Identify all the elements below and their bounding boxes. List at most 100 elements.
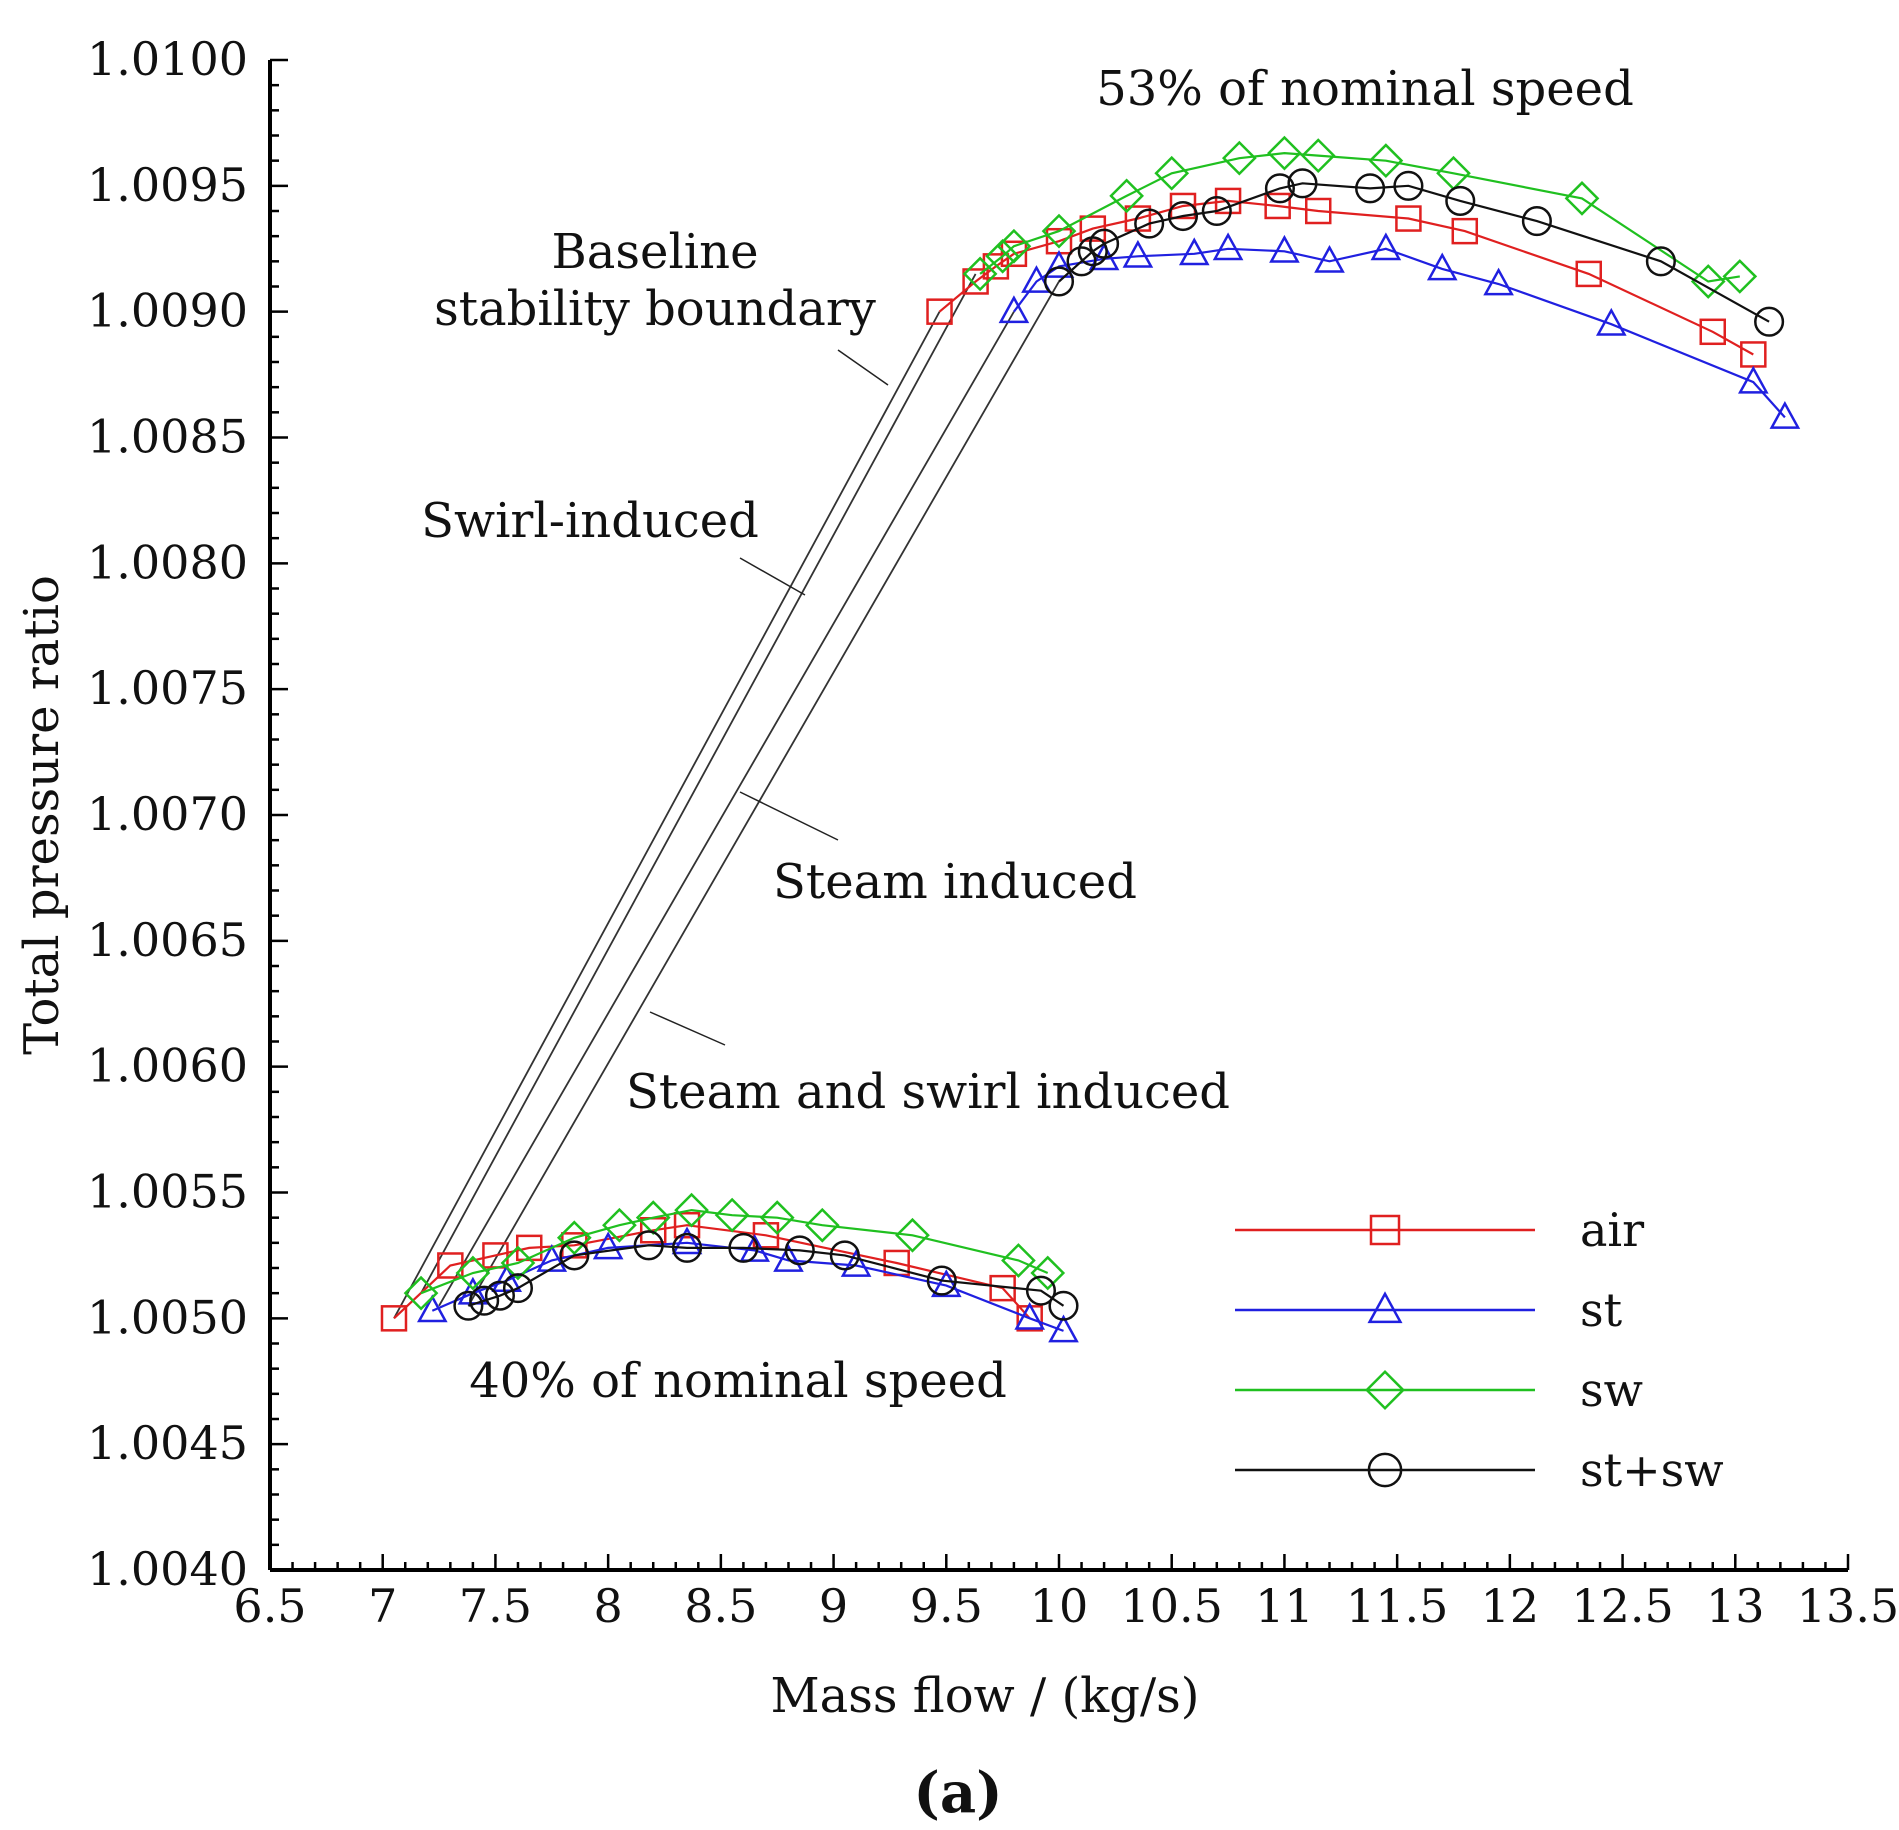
- data-point-sw: [1041, 213, 1077, 249]
- boundary-line: [420, 273, 977, 1294]
- data-point-st+sw: [1393, 170, 1424, 201]
- x-axis-title: Mass flow / (kg/s): [770, 1668, 1199, 1724]
- data-point-air: [1264, 192, 1291, 220]
- y-tick-label: 1.0090: [87, 284, 248, 338]
- data-point-air: [1304, 197, 1332, 225]
- pointer-swirl: [739, 557, 806, 596]
- y-tick-label: 1.0050: [87, 1290, 248, 1344]
- data-point-sw: [403, 1275, 439, 1311]
- data-point-st+sw: [829, 1240, 860, 1271]
- pointer-steam-swirl: [649, 1011, 726, 1046]
- data-point-sw: [1690, 264, 1726, 299]
- annotation-40-speed: 40% of nominal speed: [469, 1353, 1007, 1409]
- annotation-steam-swirl: Steam and swirl induced: [626, 1064, 1230, 1120]
- data-point-air: [561, 1232, 588, 1259]
- series-line-sw: [979, 151, 1740, 283]
- x-tick-label: 13: [1706, 1579, 1765, 1633]
- annotation-swirl: Swirl-induced: [421, 493, 759, 549]
- boundary-line: [393, 311, 941, 1319]
- annotation-pointers: [649, 349, 889, 1046]
- series: [380, 135, 1801, 1343]
- annotation-steam: Steam induced: [773, 854, 1137, 910]
- data-point-st+sw: [1264, 173, 1295, 204]
- data-point-sw: [1001, 1243, 1036, 1278]
- series-st+sw: [453, 168, 1785, 1321]
- data-point-st+sw: [1089, 228, 1120, 259]
- data-point-air: [380, 1305, 408, 1332]
- data-point-air: [1395, 205, 1422, 232]
- data-point-st+sw: [1645, 246, 1676, 277]
- annotation-53-speed: 53% of nominal speed: [1096, 61, 1634, 117]
- pointer-baseline: [837, 349, 889, 386]
- y-axis-title: Total pressure ratio: [14, 575, 70, 1055]
- data-point-st: [1212, 232, 1244, 261]
- data-point-sw: [996, 228, 1032, 264]
- x-tick-label: 10.5: [1121, 1579, 1223, 1633]
- x-tick-label: 8: [594, 1579, 623, 1633]
- data-point-st+sw: [453, 1290, 484, 1321]
- data-point-st+sw: [1355, 173, 1386, 204]
- data-point-sw: [556, 1220, 592, 1256]
- series-line-st+sw: [468, 1244, 1065, 1307]
- data-point-st+sw: [1201, 195, 1232, 227]
- data-point-st: [536, 1244, 568, 1272]
- data-point-st+sw: [1521, 206, 1552, 237]
- data-point-st: [1769, 400, 1801, 429]
- stability-boundary-lines: [393, 273, 1060, 1319]
- x-tick-label: 6.5: [233, 1579, 306, 1633]
- data-point-sw: [1154, 155, 1190, 191]
- data-point-st+sw: [728, 1232, 759, 1263]
- data-point-st: [998, 295, 1030, 324]
- data-point-st: [1269, 234, 1300, 263]
- series-line-st: [1013, 247, 1786, 419]
- data-point-st: [416, 1294, 448, 1323]
- data-point-air: [926, 298, 953, 325]
- legend-label: air: [1580, 1203, 1644, 1257]
- legend: air st sw st+sw: [1235, 1203, 1724, 1497]
- data-point-air: [1575, 260, 1603, 288]
- data-point-air: [1000, 240, 1028, 268]
- series-line-st+sw: [1058, 182, 1770, 323]
- data-point-st+sw: [469, 1285, 500, 1316]
- legend-label: st+sw: [1580, 1443, 1724, 1497]
- data-point-st+sw: [1754, 306, 1785, 337]
- legend-item-st: st: [1235, 1283, 1623, 1337]
- data-point-st+sw: [784, 1235, 815, 1266]
- data-point-st: [1738, 365, 1769, 394]
- data-point-sw: [674, 1192, 709, 1228]
- x-tick-label: 11: [1255, 1579, 1314, 1633]
- data-point-st+sw: [1043, 266, 1075, 297]
- data-point-st: [1370, 232, 1402, 261]
- x-tick-label: 8.5: [684, 1579, 757, 1633]
- y-tick-label: 1.0095: [87, 158, 248, 212]
- pointer-steam: [739, 791, 839, 841]
- data-point-st: [1021, 265, 1052, 293]
- x-tick-label: 7: [368, 1579, 397, 1633]
- data-point-st+sw: [1025, 1275, 1057, 1306]
- axis-ticks: 6.5 7 7.5 8 8.5 9 9.5 10 10.5 11 11.5 12 12.5 13 13.5 1…: [87, 32, 1899, 1633]
- data-point-sw: [804, 1207, 840, 1243]
- data-point-st+sw: [1066, 246, 1097, 277]
- y-tick-label: 1.0100: [87, 32, 248, 86]
- data-point-air: [437, 1252, 464, 1279]
- data-point-air: [1169, 192, 1197, 220]
- series-air: [380, 187, 1767, 1332]
- y-tick-label: 1.0065: [87, 913, 248, 967]
- series-line-sw: [420, 1208, 1049, 1295]
- annotation-baseline-line2: stability boundary: [434, 281, 876, 337]
- data-point-air: [1079, 215, 1107, 242]
- data-point-st: [1014, 1301, 1046, 1330]
- y-tick-label: 1.0075: [87, 661, 248, 715]
- data-point-st: [930, 1269, 962, 1298]
- data-point-sw: [962, 256, 998, 292]
- data-point-sw: [1221, 140, 1257, 176]
- data-point-air: [673, 1211, 701, 1239]
- data-point-st+sw: [1287, 168, 1318, 199]
- data-point-sw: [455, 1255, 491, 1291]
- x-tick-label: 9: [819, 1579, 848, 1633]
- y-tick-label: 1.0045: [87, 1416, 248, 1470]
- series-st: [416, 232, 1801, 1343]
- data-point-st: [1178, 237, 1210, 266]
- data-point-st+sw: [1445, 185, 1476, 216]
